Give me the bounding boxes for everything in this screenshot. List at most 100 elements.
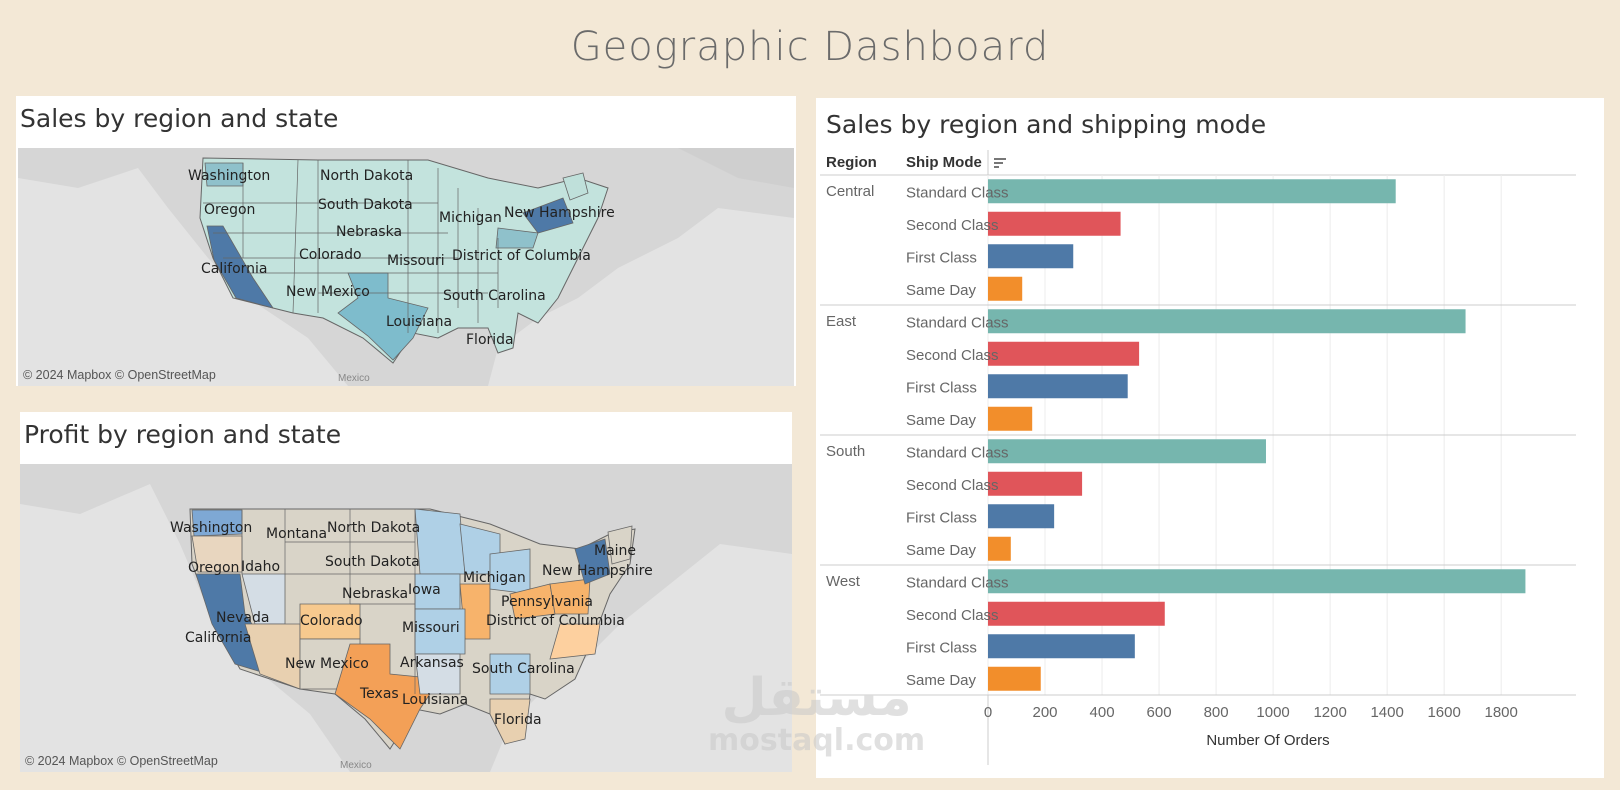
bar[interactable] — [988, 666, 1041, 691]
watermark-latin: mostaql.com — [708, 723, 926, 758]
x-tick-label: 1400 — [1370, 704, 1403, 721]
profit-map-svg[interactable]: Washington Montana North Dakota Maine Or… — [20, 464, 792, 772]
bar[interactable] — [988, 504, 1055, 529]
sales-label: North Dakota — [320, 168, 413, 184]
profit-label: Washington — [170, 520, 252, 536]
region-header[interactable]: Region — [826, 154, 877, 171]
sales-label: Michigan — [439, 210, 502, 226]
profit-label: South Carolina — [472, 661, 575, 677]
profit-label: Idaho — [241, 559, 280, 575]
ship-mode-label[interactable]: Second Class — [906, 347, 999, 364]
axis-layer: Central Standard Class Second Class First C… — [826, 183, 1518, 749]
x-axis-title: Number Of Orders — [1206, 732, 1329, 749]
x-tick-label: 1800 — [1485, 704, 1518, 721]
bar[interactable] — [988, 536, 1011, 561]
ship-mode-label[interactable]: First Class — [906, 639, 977, 656]
x-tick-label: 1200 — [1313, 704, 1346, 721]
bar-chart-panel: Sales by region and shipping mode Region… — [816, 98, 1604, 778]
bar[interactable] — [988, 341, 1140, 366]
ship-mode-header[interactable]: Ship Mode — [906, 154, 982, 171]
ship-mode-label[interactable]: Same Day — [906, 672, 977, 689]
sales-label: Louisiana — [386, 314, 452, 330]
ship-mode-label[interactable]: Second Class — [906, 477, 999, 494]
ship-mode-label[interactable]: Standard Class — [906, 314, 1009, 331]
ship-mode-label[interactable]: Same Day — [906, 282, 977, 299]
x-tick-label: 400 — [1090, 704, 1115, 721]
sales-label: Missouri — [387, 253, 445, 269]
ship-mode-label[interactable]: Second Class — [906, 607, 999, 624]
sales-label: California — [201, 261, 267, 277]
sales-map-title: Sales by region and state — [20, 104, 339, 133]
profit-label: Pennsylvania — [501, 594, 593, 610]
ship-mode-label[interactable]: First Class — [906, 379, 977, 396]
profit-label: New Mexico — [285, 656, 369, 672]
bar[interactable] — [988, 244, 1074, 269]
region-label[interactable]: South — [826, 443, 865, 460]
x-tick-label: 800 — [1204, 704, 1229, 721]
x-tick-label: 200 — [1033, 704, 1058, 721]
bar[interactable] — [988, 439, 1266, 464]
profit-label: South Dakota — [325, 554, 420, 570]
bar-grid — [820, 150, 1576, 765]
profit-label: Nevada — [216, 610, 269, 626]
sales-label: Washington — [188, 168, 270, 184]
profit-label: Nebraska — [342, 586, 408, 602]
bar[interactable] — [988, 406, 1033, 431]
region-label[interactable]: Central — [826, 183, 874, 200]
sort-icon[interactable] — [994, 158, 1006, 168]
profit-label: California — [185, 630, 251, 646]
bar[interactable] — [988, 211, 1121, 236]
bar[interactable] — [988, 601, 1165, 626]
region-label[interactable]: East — [826, 313, 857, 330]
profit-map-labels: Washington Montana North Dakota Maine Or… — [170, 520, 653, 771]
sales-map-svg[interactable]: Washington North Dakota Oregon South Dak… — [18, 148, 794, 386]
profit-label: Colorado — [300, 613, 363, 629]
bar[interactable] — [988, 569, 1526, 594]
profit-label: North Dakota — [327, 520, 420, 536]
watermark: مستقل mostaql.com — [708, 670, 925, 756]
sales-label: Oregon — [204, 202, 255, 218]
ship-mode-label[interactable]: Second Class — [906, 217, 999, 234]
x-tick-label: 1000 — [1256, 704, 1289, 721]
watermark-arabic: مستقل — [721, 668, 912, 728]
sales-label: South Carolina — [443, 288, 546, 304]
bar[interactable] — [988, 634, 1135, 659]
sales-label: New Hampshire — [504, 205, 615, 221]
region-label[interactable]: West — [826, 573, 861, 590]
sales-label: Nebraska — [336, 224, 402, 240]
ship-mode-label[interactable]: First Class — [906, 249, 977, 266]
profit-label: Louisiana — [402, 692, 468, 708]
profit-label: Texas — [359, 686, 399, 702]
profit-label: District of Columbia — [486, 613, 625, 629]
sales-map-labels: Washington North Dakota Oregon South Dak… — [188, 168, 615, 384]
bar[interactable] — [988, 309, 1466, 334]
bar-chart-svg[interactable]: Region Ship Mode Central Standard Class Se… — [816, 98, 1604, 778]
bar[interactable] — [988, 374, 1128, 399]
bar[interactable] — [988, 471, 1083, 496]
ship-mode-label[interactable]: Same Day — [906, 412, 977, 429]
profit-map-credit: © 2024 Mapbox © OpenStreetMap — [25, 754, 218, 768]
bar-chart-title: Sales by region and shipping mode — [826, 110, 1267, 139]
bar[interactable] — [988, 276, 1023, 301]
ship-mode-label[interactable]: Standard Class — [906, 184, 1009, 201]
bar-layer — [988, 179, 1526, 691]
ship-mode-label[interactable]: Standard Class — [906, 444, 1009, 461]
sales-label: South Dakota — [318, 197, 413, 213]
ship-mode-label[interactable]: Standard Class — [906, 574, 1009, 591]
ship-mode-label[interactable]: First Class — [906, 509, 977, 526]
profit-map[interactable]: Washington Montana North Dakota Maine Or… — [20, 464, 792, 772]
dashboard-title: Geographic Dashboard — [570, 24, 1050, 70]
x-tick-label: 0 — [984, 704, 992, 721]
profit-label: Michigan — [463, 570, 526, 586]
sales-label: District of Columbia — [452, 248, 591, 264]
bar[interactable] — [988, 179, 1396, 204]
profit-label: Arkansas — [400, 655, 464, 671]
profit-label: New Hampshire — [542, 563, 653, 579]
profit-label: Maine — [594, 543, 636, 559]
ship-mode-label[interactable]: Same Day — [906, 542, 977, 559]
profit-label: Mexico — [340, 760, 372, 771]
sales-map-panel: Sales by region and state Washington — [16, 96, 796, 386]
sales-label: New Mexico — [286, 284, 370, 300]
sales-label: Florida — [466, 332, 514, 348]
sales-map[interactable]: Washington North Dakota Oregon South Dak… — [18, 148, 794, 386]
